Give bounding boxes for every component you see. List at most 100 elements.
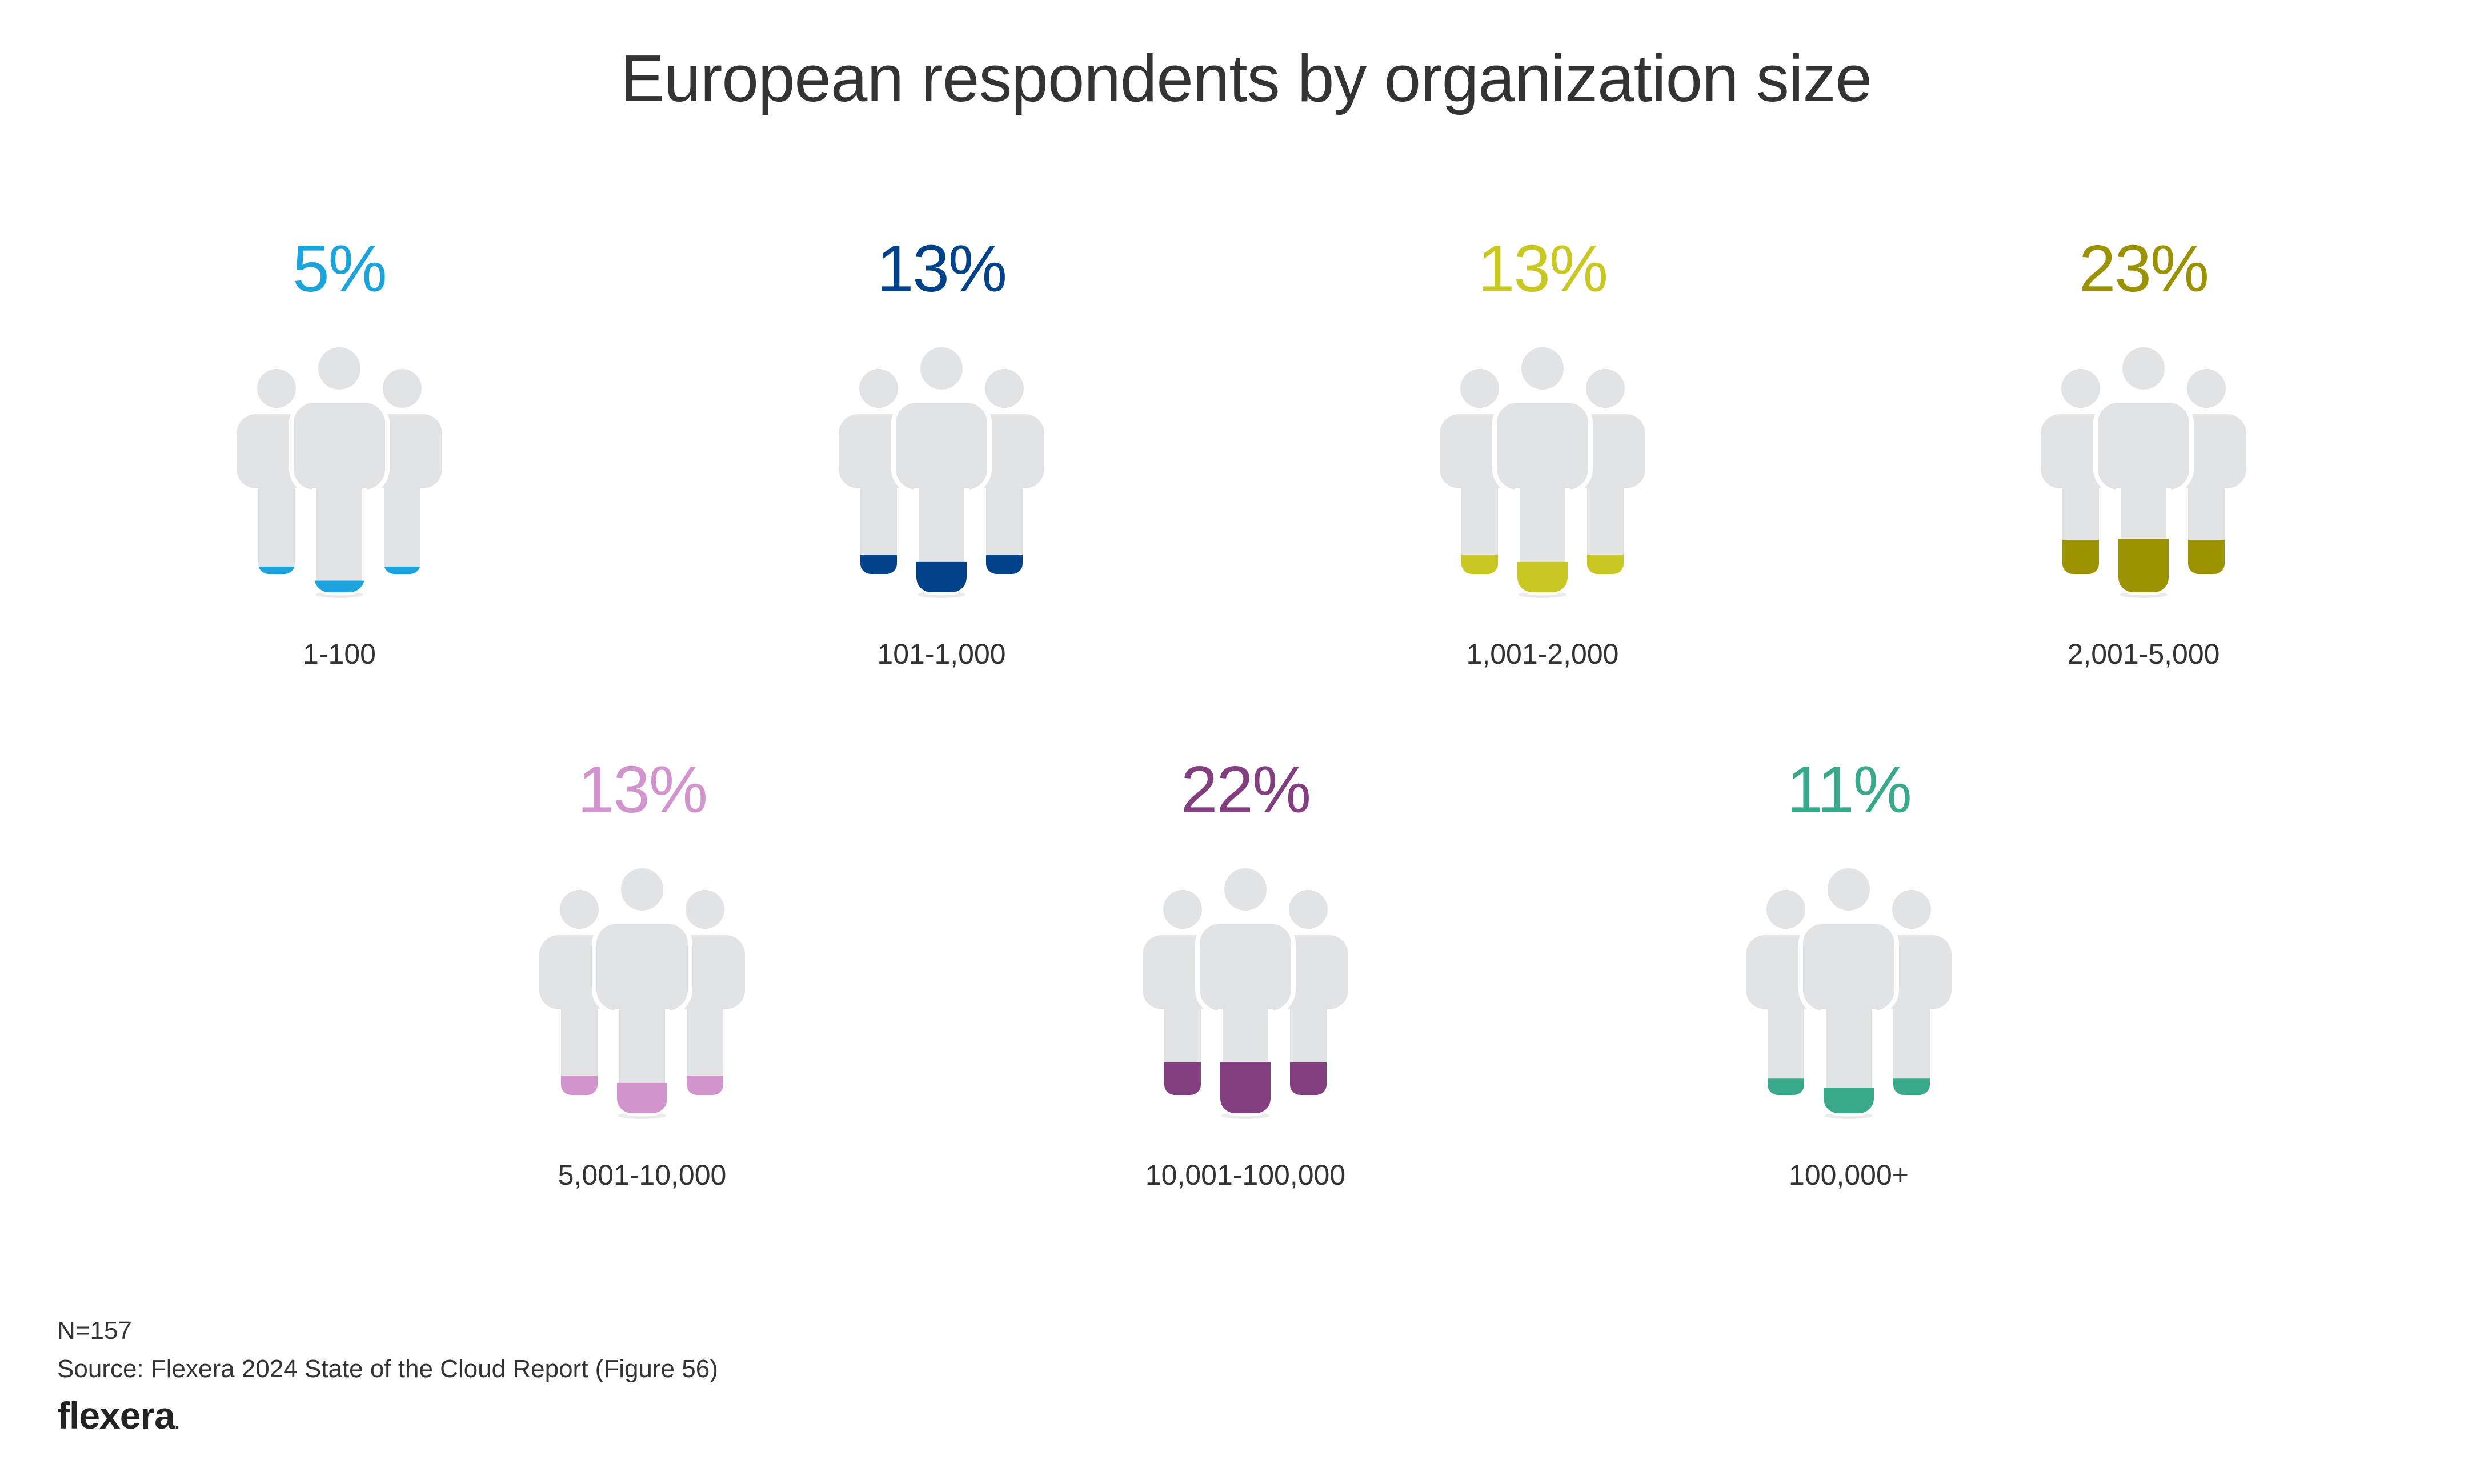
flexera-logo: flexera. — [57, 1394, 179, 1437]
left-leg-fill — [1768, 1078, 1809, 1096]
category-group: 13% 101-1,000 — [713, 228, 1170, 743]
center-leg-fill — [1514, 561, 1571, 592]
right-leg-fill — [2183, 540, 2225, 575]
value-fill — [561, 1076, 723, 1113]
center-person-torso-fill — [1803, 924, 1894, 1009]
center-person-legs-fill — [919, 477, 964, 590]
center-person-legs-fill — [1520, 477, 1565, 590]
right-leg-fill — [682, 1076, 723, 1096]
right-leg-fill — [981, 555, 1023, 575]
center-person-torso-fill — [896, 403, 987, 488]
center-person-head — [1221, 865, 1270, 914]
left-person-legs — [258, 466, 295, 574]
people-icon — [539, 865, 745, 1119]
right-person-head — [2187, 369, 2226, 408]
left-person-head — [2061, 369, 2100, 408]
value-fill — [2062, 539, 2225, 592]
left-leg-fill — [860, 555, 902, 575]
center-leg-fill — [311, 580, 368, 592]
percentage-label: 13% — [1477, 231, 1608, 306]
category-group: 5% 1-100 — [111, 228, 568, 743]
left-person-head — [859, 369, 898, 408]
percentage-label: 5% — [293, 231, 387, 306]
logo-text: flexera — [57, 1394, 175, 1437]
percentage-label: 13% — [876, 231, 1007, 306]
right-leg-fill — [1889, 1078, 1930, 1096]
category-group: 13% 1,001-2,000 — [1314, 228, 1771, 743]
center-person-torso-fill — [596, 924, 688, 1009]
source-note: Source: Flexera 2024 State of the Cloud … — [57, 1355, 718, 1383]
right-person-legs — [384, 466, 420, 574]
logo-dot: . — [174, 1414, 179, 1433]
right-person-head — [1289, 890, 1328, 929]
category-group: 23% 2,001-5,000 — [1915, 228, 2372, 743]
right-leg-fill — [1582, 555, 1624, 575]
category-label: 10,001-100,000 — [1145, 1159, 1346, 1191]
left-leg-fill — [561, 1076, 602, 1096]
percentage-label: 23% — [2078, 231, 2209, 306]
center-leg-fill — [614, 1082, 671, 1113]
right-person-head — [383, 369, 422, 408]
right-person-legs — [1893, 986, 1930, 1095]
category-label: 1,001-2,000 — [1466, 638, 1619, 670]
left-person-head — [560, 890, 599, 929]
center-person-head — [1518, 344, 1567, 393]
right-leg-fill — [379, 566, 420, 575]
right-leg-fill — [1285, 1062, 1327, 1096]
right-person-head — [686, 890, 724, 929]
left-leg-fill — [1164, 1062, 1205, 1096]
people-icon — [237, 344, 442, 598]
center-person-head — [917, 344, 966, 393]
right-person-head — [1586, 369, 1625, 408]
left-person-legs — [1461, 466, 1498, 574]
category-label: 100,000+ — [1789, 1159, 1909, 1191]
center-person-legs-fill — [1826, 998, 1872, 1111]
right-person-head — [1892, 890, 1931, 929]
chart-title: European respondents by organization siz… — [620, 41, 1872, 115]
left-person-head — [1766, 890, 1805, 929]
people-icon — [1143, 865, 1348, 1119]
percentage-label: 11% — [1786, 752, 1912, 827]
center-person-torso-fill — [2098, 403, 2189, 488]
category-label: 5,001-10,000 — [558, 1159, 727, 1191]
center-person-head — [618, 865, 667, 914]
center-person-head — [315, 344, 364, 393]
center-person-torso-fill — [1497, 403, 1588, 488]
category-group: 11% 100,000+ — [1620, 749, 2077, 1264]
left-person-head — [257, 369, 296, 408]
category-group: 13% 5,001-10,000 — [414, 749, 871, 1264]
right-person-legs — [986, 466, 1023, 574]
center-person-head — [1824, 865, 1873, 914]
value-fill — [1461, 555, 1624, 592]
category-label: 2,001-5,000 — [2067, 638, 2220, 670]
center-person-legs-fill — [316, 477, 362, 590]
right-person-legs — [1587, 466, 1624, 574]
people-icon — [2041, 344, 2246, 598]
left-leg-fill — [2062, 540, 2104, 575]
left-person-legs — [860, 466, 897, 574]
sample-size-note: N=157 — [57, 1317, 132, 1345]
people-icon — [839, 344, 1044, 598]
center-person-head — [2119, 344, 2168, 393]
center-leg-fill — [2115, 539, 2172, 592]
center-leg-fill — [1820, 1088, 1877, 1113]
left-person-head — [1163, 890, 1202, 929]
percentage-label: 22% — [1180, 752, 1311, 827]
category-label: 101-1,000 — [877, 638, 1006, 670]
left-person-legs — [1768, 986, 1804, 1095]
people-icon — [1440, 344, 1645, 598]
left-leg-fill — [1461, 555, 1503, 575]
right-person-legs — [687, 986, 723, 1095]
value-fill — [1164, 1062, 1327, 1113]
right-person-head — [985, 369, 1024, 408]
category-label: 1-100 — [303, 638, 376, 670]
center-person-torso-fill — [1200, 924, 1291, 1009]
category-group: 22% 10,001-100,000 — [1017, 749, 1474, 1264]
people-icon — [1746, 865, 1952, 1119]
center-person-torso-fill — [294, 403, 385, 488]
left-person-head — [1460, 369, 1499, 408]
left-person-legs — [561, 986, 598, 1095]
left-leg-fill — [258, 566, 299, 575]
center-leg-fill — [913, 561, 970, 592]
center-person-legs-fill — [619, 998, 665, 1111]
